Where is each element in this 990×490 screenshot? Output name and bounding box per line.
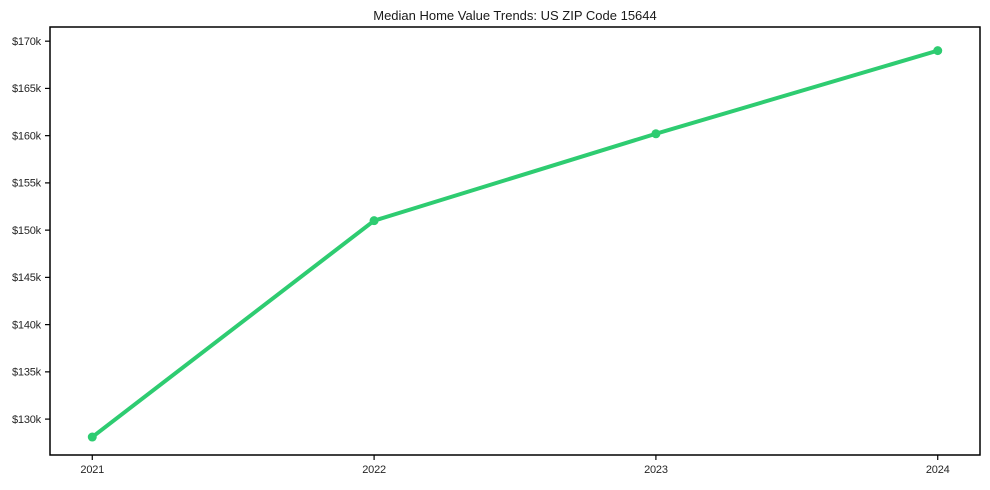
x-tick-label: 2021 [80,464,104,476]
y-tick-label: $150k [12,225,42,237]
y-tick-label: $145k [12,272,42,284]
chart-title: Median Home Value Trends: US ZIP Code 15… [373,8,657,23]
y-tick-label: $170k [12,36,42,48]
y-tick-label: $155k [12,178,42,190]
y-tick-label: $160k [12,130,42,142]
x-tick-label: 2023 [644,464,668,476]
y-tick-label: $165k [12,83,42,95]
y-tick-label: $135k [12,367,42,379]
data-point [87,432,97,442]
data-point [933,46,943,56]
trend-line [90,48,940,440]
data-point [369,216,379,226]
plot-area: $130k $135k $140k $145k $150k $155k $160k $165k… [12,26,981,476]
y-tick-label: $140k [12,319,42,331]
x-tick-label: 2024 [926,464,950,476]
plot-border [49,26,981,456]
data-point [651,129,661,139]
x-tick-label: 2022 [362,464,386,476]
y-tick-label: $130k [12,414,42,426]
